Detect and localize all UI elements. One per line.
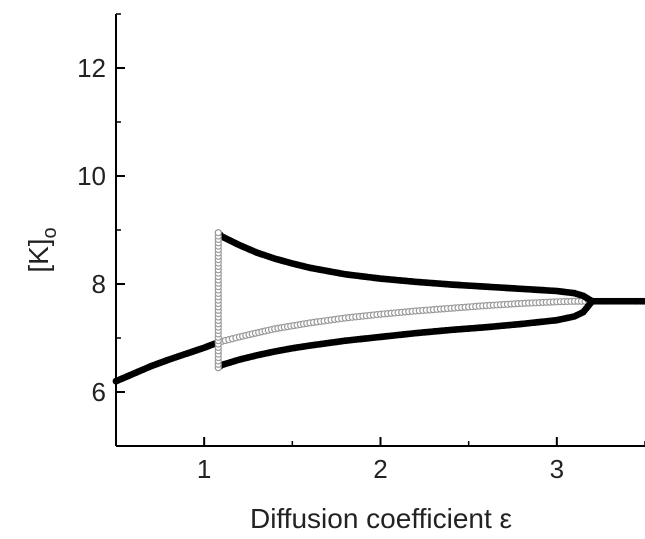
y-tick-label: 8 [92,269,106,299]
y-tick-label: 12 [77,53,106,83]
y-tick-label: 10 [77,161,106,191]
x-tick-label: 2 [373,454,387,484]
x-tick-label: 3 [550,454,564,484]
x-axis-title: Diffusion coefficient ε [250,503,512,534]
data-point [641,297,645,305]
series-stable-fixed-point [588,297,645,305]
data-point [214,229,222,237]
y-axis-title-main: [K] [23,238,54,272]
plot-marks [112,229,645,385]
y-axis-title-sub: o [39,227,61,238]
axes [115,13,645,447]
y-axis-title: [K]o [23,227,61,272]
x-tick-label: 1 [197,454,211,484]
series-periodic-maximum [214,229,596,305]
y-tick-label: 6 [92,377,106,407]
series-vertical-branch [214,229,222,372]
series-unstable-fixed-point [214,297,596,346]
svg-text:[K]o: [K]o [23,227,61,272]
series-stable-fixed-point [112,338,222,385]
